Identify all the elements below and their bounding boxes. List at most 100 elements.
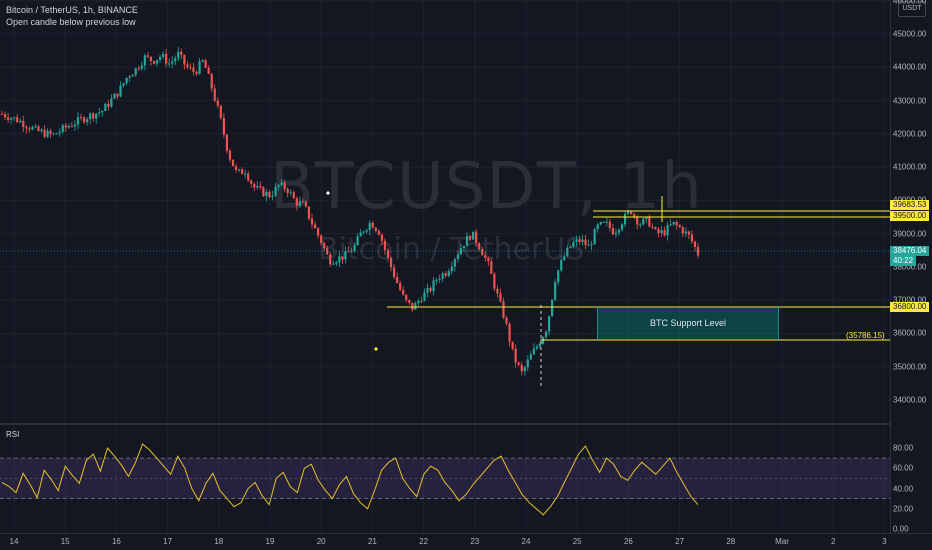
candle-up — [426, 283, 429, 298]
candle-down — [183, 54, 186, 70]
price-tick-label: 44000.00 — [893, 62, 927, 72]
candle-down — [250, 179, 253, 188]
candle-down — [420, 296, 423, 304]
candle-down — [262, 186, 265, 197]
rsi-tick-label: 60.00 — [893, 463, 914, 473]
date-tick-label: 28 — [726, 537, 736, 546]
candle-down — [402, 286, 405, 296]
date-tick-label: 27 — [675, 537, 685, 546]
candle-up — [642, 217, 645, 226]
candle-down — [657, 226, 660, 238]
rsi-tick-label: 20.00 — [893, 504, 914, 514]
candle-down — [687, 230, 690, 240]
price-tag-resistance: 39500.00 — [890, 211, 930, 221]
candle-down — [283, 179, 286, 193]
candle-up — [335, 260, 338, 267]
candle-down — [386, 248, 390, 262]
pane-separator[interactable] — [0, 423, 890, 425]
candle-up — [161, 51, 165, 60]
candle-down — [137, 65, 140, 71]
candle-down — [0, 110, 4, 115]
candle-up — [34, 123, 37, 129]
candle-up — [289, 189, 292, 196]
price-tag-countdown: 40:22 — [890, 256, 917, 266]
candle-down — [484, 251, 487, 262]
candle-down — [499, 288, 502, 303]
candle-up — [529, 351, 532, 360]
candle-up — [554, 279, 557, 302]
candle-up — [280, 179, 283, 187]
drawings-layer[interactable] — [0, 0, 932, 423]
candle-up — [602, 221, 605, 223]
price-tick-label: 43000.00 — [893, 96, 927, 106]
candle-up — [435, 277, 438, 285]
candle-up — [174, 55, 177, 66]
candle-down — [16, 113, 19, 124]
candle-down — [654, 226, 657, 231]
candle-down — [216, 97, 219, 108]
support-zone-rectangle[interactable] — [597, 307, 779, 340]
candle-up — [423, 288, 426, 302]
candle-up — [168, 58, 171, 68]
candle-up — [593, 227, 596, 245]
candle-up — [362, 230, 365, 235]
rsi-pane[interactable] — [0, 424, 890, 534]
candle-up — [61, 123, 64, 135]
candle-up — [158, 54, 162, 63]
candle-down — [693, 240, 697, 252]
candle-up — [31, 125, 34, 131]
candle-down — [508, 321, 511, 347]
candle-down — [487, 256, 490, 266]
candle-down — [207, 65, 210, 75]
candle-down — [520, 361, 523, 376]
candle-down — [286, 187, 289, 198]
date-tick-label: Mar — [775, 537, 789, 546]
candle-up — [344, 246, 347, 264]
date-tick-label: 26 — [623, 537, 633, 546]
candle-down — [383, 238, 387, 255]
candle-up — [645, 216, 648, 224]
candle-down — [241, 167, 244, 175]
date-tick-label: 20 — [316, 537, 326, 546]
candle-down — [304, 199, 308, 208]
candle-up — [368, 220, 371, 236]
candle-down — [608, 218, 611, 232]
price-tag-upper-resistance: 39683.53 — [890, 200, 930, 210]
symbol-title[interactable]: Bitcoin / TetherUS, 1h, BINANCE — [6, 5, 138, 15]
candle-up — [110, 94, 113, 108]
candle-up — [350, 247, 353, 253]
rsi-line — [1, 443, 699, 516]
candle-down — [663, 226, 666, 237]
candle-up — [265, 188, 268, 202]
support-zone-label: BTC Support Level — [649, 318, 727, 328]
candle-up — [98, 107, 101, 117]
rsi-title[interactable]: RSI — [6, 430, 20, 439]
candle-up — [544, 330, 548, 340]
candle-down — [213, 84, 216, 103]
candle-down — [64, 122, 67, 132]
indicator-title[interactable]: Open candle below previous low — [6, 17, 136, 27]
price-series[interactable] — [0, 0, 890, 423]
candle-up — [52, 132, 55, 136]
candle-down — [107, 100, 110, 111]
candle-down — [478, 241, 481, 252]
candle-up — [572, 238, 575, 248]
candle-up — [414, 301, 417, 310]
currency-unit-button[interactable]: USDT — [898, 1, 926, 17]
candle-up — [623, 210, 627, 228]
candle-up — [614, 228, 618, 238]
candle-down — [301, 199, 304, 203]
candle-down — [636, 215, 639, 230]
candle-down — [371, 221, 374, 229]
candle-down — [633, 212, 636, 220]
candle-down — [152, 60, 156, 65]
candle-up — [155, 59, 159, 67]
candle-up — [46, 128, 49, 139]
price-tick-label: 35000.00 — [893, 362, 927, 372]
candle-up — [76, 112, 80, 130]
candle-down — [313, 221, 317, 229]
candle-down — [25, 124, 28, 134]
price-tick-label: 39000.00 — [893, 229, 927, 239]
